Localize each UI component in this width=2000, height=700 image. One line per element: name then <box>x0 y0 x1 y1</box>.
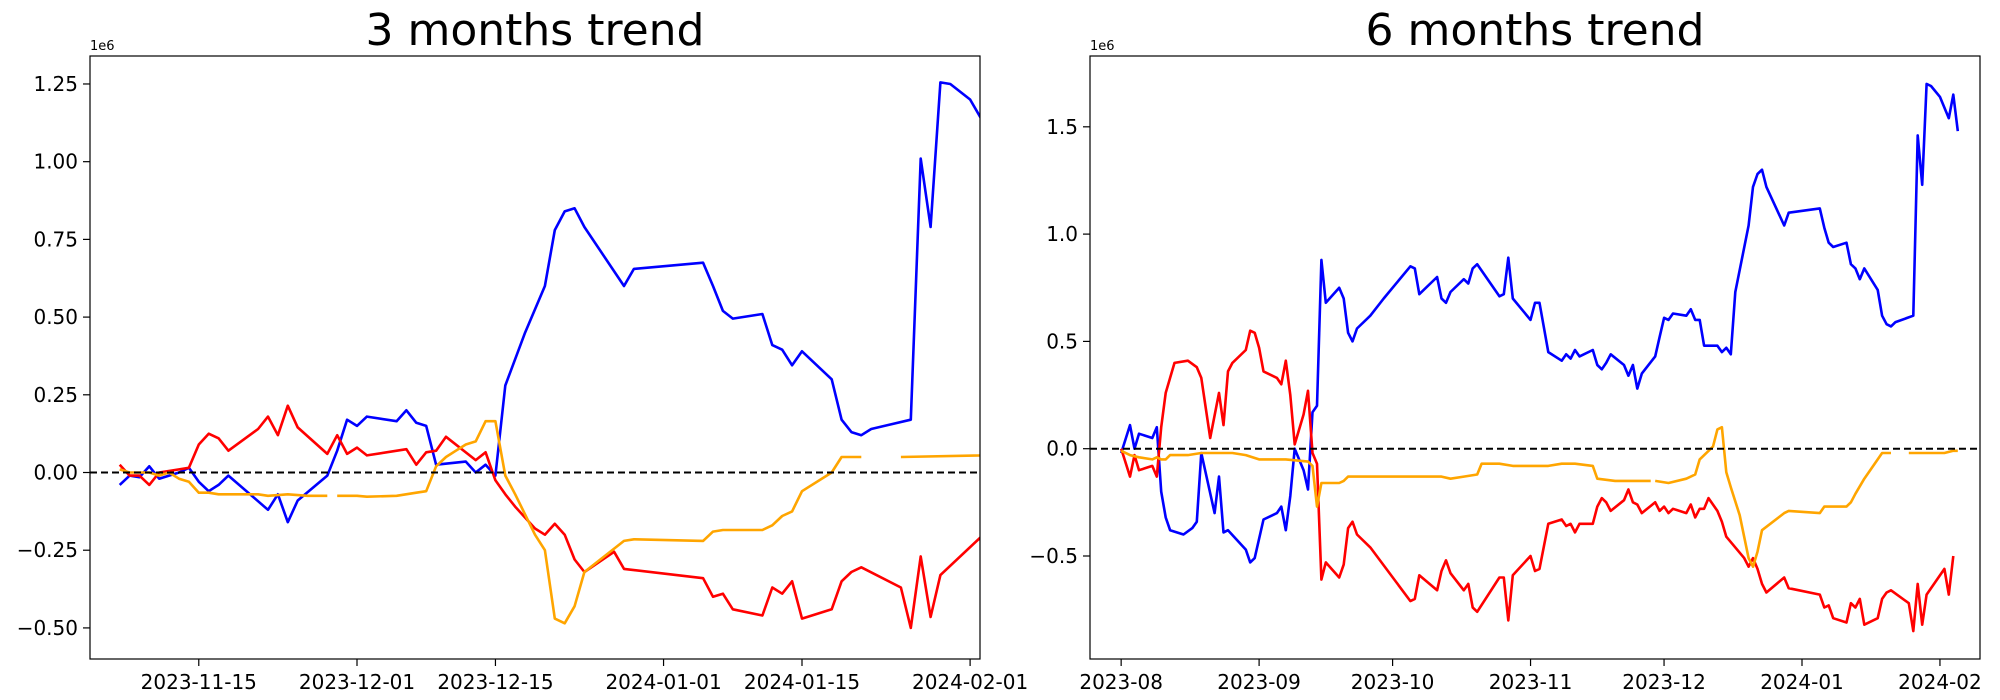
chart-3-months-trend: 3 months trend 1e6 −0.50 −0.25 0.00 0.25 0.50 0… <box>17 5 1029 694</box>
y-tick-label: 1.25 <box>33 72 78 96</box>
y-tick-label: 0.5 <box>1046 329 1078 353</box>
chart-6-months-trend: 6 months trend 1e6 −0.5 0.0 0.5 1.0 1.5 2023-08… <box>1029 5 1981 694</box>
x-tick-label: 2024-01-01 <box>605 670 721 694</box>
y-tick-label: 1.00 <box>33 150 78 174</box>
series-line-ff0000 <box>1119 329 1955 633</box>
y-tick-label: 1.0 <box>1046 222 1078 246</box>
y-tick-label: −0.25 <box>17 538 78 562</box>
plot-area <box>118 81 980 630</box>
y-tick-label: 0.75 <box>33 227 78 251</box>
y-tick-label: −0.50 <box>17 616 78 640</box>
x-tick-label: 2023-11 <box>1489 670 1573 694</box>
axes-frame <box>1089 55 1981 660</box>
plot-area <box>1119 82 1960 633</box>
x-tick-label: 2023-12 <box>1622 670 1706 694</box>
x-tick-label: 2023-12-15 <box>437 670 553 694</box>
x-tick-label: 2024-01 <box>1760 670 1844 694</box>
y-tick-label: 0.25 <box>33 383 78 407</box>
series-line-0000ff <box>118 81 980 524</box>
y-tick-label: 0.00 <box>33 461 78 485</box>
y-tick-label: 0.50 <box>33 305 78 329</box>
x-tick-label: 2023-09 <box>1217 670 1301 694</box>
x-tick-label: 2023-10 <box>1351 670 1435 694</box>
y-tick-label: 1.5 <box>1046 115 1078 139</box>
y-tick-label: 0.0 <box>1046 437 1078 461</box>
x-tick-label: 2023-12-01 <box>299 670 415 694</box>
x-tick-label: 2024-02 <box>1898 670 1982 694</box>
x-tick-label: 2023-08 <box>1079 670 1163 694</box>
series-line-0000ff <box>1119 82 1960 564</box>
axes-frame <box>89 55 981 660</box>
y-scale-label: 1e6 <box>90 39 115 54</box>
y-tick-label: −0.5 <box>1029 544 1078 568</box>
series-line-ffa500 <box>119 419 980 625</box>
x-tick-label: 2024-01-15 <box>744 670 860 694</box>
chart-title: 3 months trend <box>366 5 705 56</box>
y-scale-label: 1e6 <box>1090 39 1115 54</box>
series-line-ffa500 <box>1120 425 1958 568</box>
series-line-ff0000 <box>118 404 980 630</box>
chart-title: 6 months trend <box>1366 5 1705 56</box>
x-tick-label: 2024-02-01 <box>912 670 1028 694</box>
x-tick-label: 2023-11-15 <box>141 670 257 694</box>
